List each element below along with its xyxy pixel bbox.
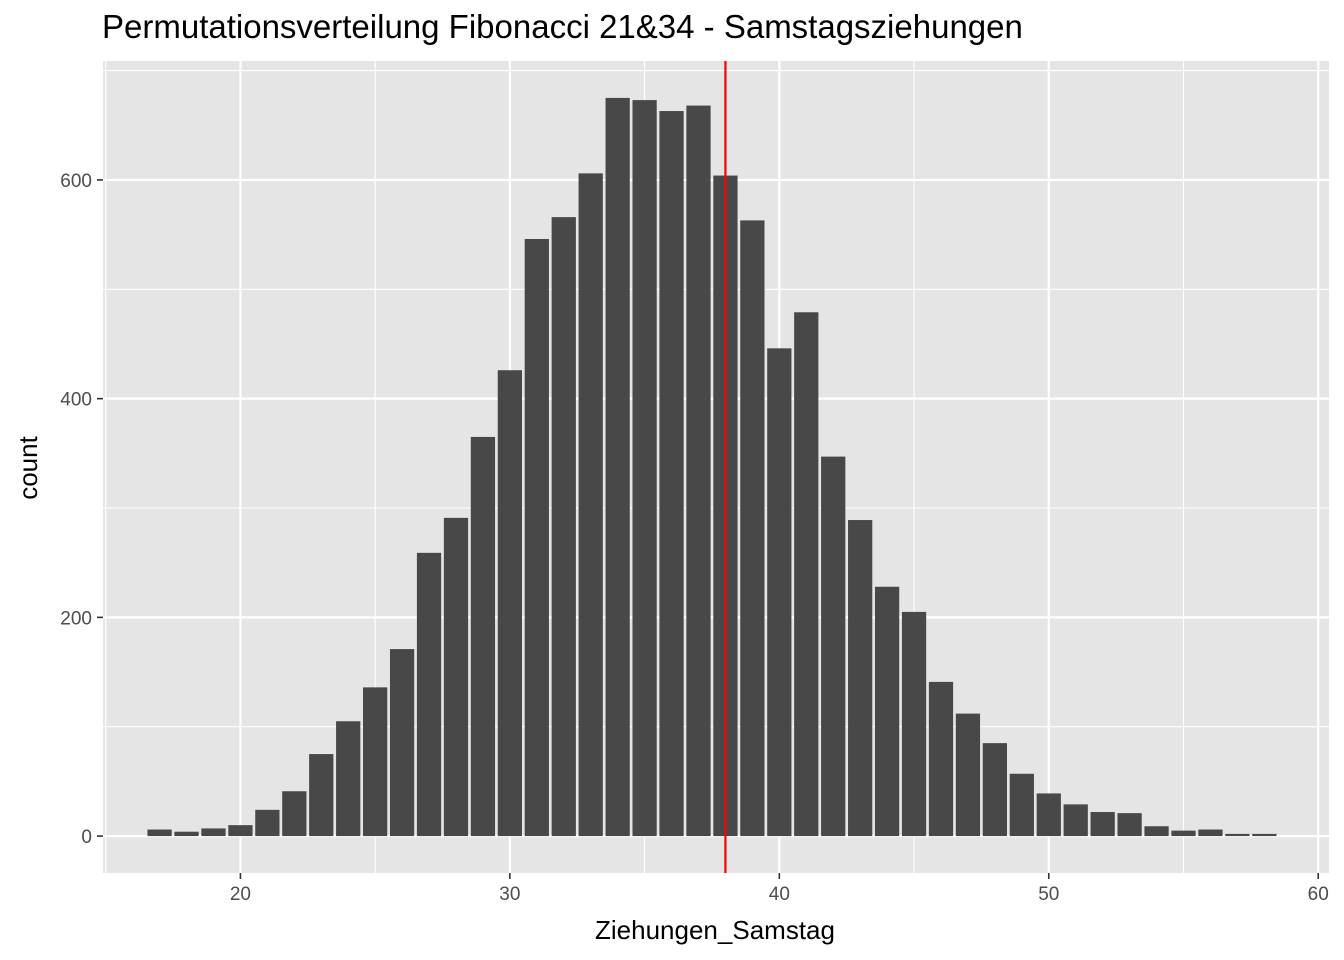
x-tick-label: 60 — [1308, 884, 1329, 905]
x-axis-title: Ziehungen_Samstag — [595, 915, 835, 945]
bar — [147, 829, 172, 837]
y-tick-label: 400 — [60, 390, 92, 411]
bar — [928, 681, 954, 837]
y-tick-label: 0 — [81, 827, 92, 848]
bar — [686, 105, 711, 837]
bar — [1063, 804, 1088, 837]
bar — [1225, 833, 1250, 837]
bar — [201, 828, 226, 837]
bar — [605, 97, 630, 837]
bar — [1171, 830, 1196, 837]
y-tick-label: 600 — [60, 171, 92, 192]
bar — [1009, 773, 1034, 837]
bar — [794, 312, 819, 837]
bar — [1198, 829, 1223, 837]
bar — [1036, 793, 1061, 837]
x-tick-label: 40 — [769, 884, 790, 905]
x-tick-label: 20 — [230, 884, 251, 905]
bar — [901, 611, 927, 837]
bar — [228, 825, 253, 837]
bar — [955, 713, 981, 837]
y-axis-title: count — [13, 435, 43, 499]
bar — [767, 348, 792, 837]
bar — [282, 791, 307, 837]
bar — [874, 586, 900, 837]
bar — [578, 173, 603, 837]
x-tick-label: 50 — [1038, 884, 1059, 905]
chart-title: Permutationsverteilung Fibonacci 21&34 -… — [102, 8, 1023, 45]
bar — [551, 217, 576, 837]
bar — [1090, 812, 1115, 837]
x-axis: 20 30 40 50 60 — [230, 873, 1329, 905]
bar — [524, 238, 549, 837]
bar — [1117, 813, 1142, 837]
bar — [389, 649, 415, 837]
bar — [363, 687, 388, 837]
bars — [147, 97, 1277, 837]
bar — [659, 111, 684, 837]
bar — [632, 100, 657, 837]
bar — [821, 456, 846, 837]
bar — [336, 721, 361, 837]
bar — [416, 552, 442, 837]
x-tick-label: 30 — [499, 884, 520, 905]
bar — [982, 743, 1008, 837]
bar — [174, 831, 199, 837]
bar — [848, 520, 873, 837]
bar — [255, 809, 280, 837]
y-tick-label: 200 — [60, 608, 92, 629]
bar — [309, 754, 334, 837]
bar — [1252, 833, 1277, 837]
bar — [470, 436, 496, 837]
y-axis: 0 200 400 600 — [60, 171, 103, 848]
bar — [740, 220, 765, 837]
bar — [497, 370, 522, 837]
bar — [1144, 826, 1169, 837]
bar — [443, 517, 469, 837]
